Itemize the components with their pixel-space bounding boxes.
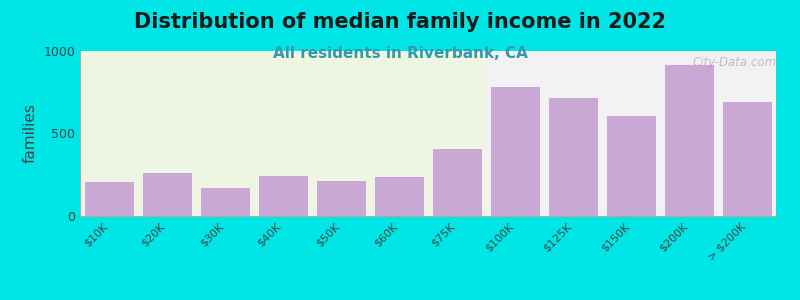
Y-axis label: families: families <box>22 103 38 164</box>
Bar <box>490 85 540 216</box>
Bar <box>432 148 482 216</box>
Bar <box>722 100 772 216</box>
Bar <box>374 176 424 216</box>
Bar <box>142 172 192 216</box>
Bar <box>664 64 714 216</box>
Text: City-Data.com: City-Data.com <box>693 56 777 69</box>
Bar <box>258 175 308 216</box>
Text: Distribution of median family income in 2022: Distribution of median family income in … <box>134 12 666 32</box>
Text: All residents in Riverbank, CA: All residents in Riverbank, CA <box>273 46 527 62</box>
Bar <box>200 187 250 216</box>
Bar <box>606 115 656 216</box>
Bar <box>486 51 776 216</box>
Bar <box>548 97 598 216</box>
Bar <box>84 181 134 216</box>
Bar <box>316 180 366 216</box>
